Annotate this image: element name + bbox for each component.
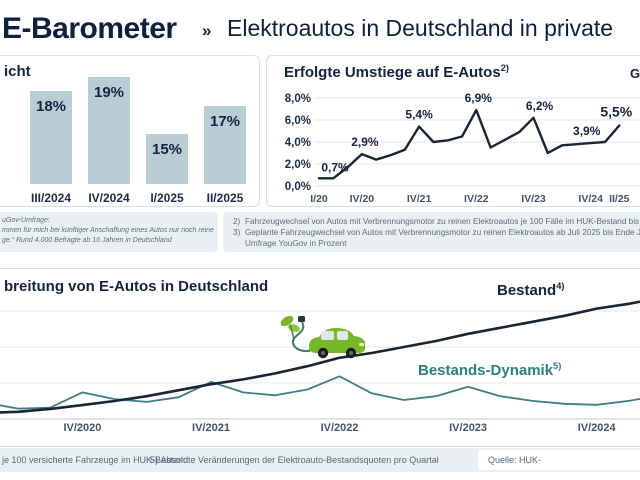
- x-tick-label: IV/23: [521, 193, 546, 205]
- data-point-label: 5,5%: [600, 104, 632, 120]
- bestand-label-sup: 4): [556, 281, 565, 291]
- footnote-text: Geplante Fahrzeugwechsel von Autos mit V…: [245, 228, 640, 237]
- footnote-line: ge.“ Rund 4.000 Befragte ab 16 Jahren in…: [2, 237, 172, 244]
- bestand-label-text: Bestand: [497, 282, 557, 299]
- x-tick-label: IV/2023: [449, 422, 487, 434]
- footnote-number: 3): [233, 228, 241, 237]
- dynamik-label-sup: 5): [553, 361, 562, 371]
- bar-I/2025: 15%: [146, 134, 188, 184]
- footnote-band-left: uGov-Umfrage: mmen für mich bei künftige…: [0, 212, 218, 252]
- x-tick-label: I/20: [310, 193, 328, 205]
- page-title: E-Barometer: [2, 12, 177, 45]
- bar-axis-label: II/2025: [206, 191, 244, 205]
- footnote-line: uGov-Umfrage:: [2, 217, 50, 224]
- verbreitung-panel: breitung von E-Autos in Deutschland IV/2…: [0, 268, 640, 447]
- y-tick-label: 0,0%: [285, 181, 311, 193]
- bar-axis-label: I/2025: [150, 191, 184, 205]
- footnote-line: mmen für mich bei künftiger Anschaffung …: [2, 227, 214, 234]
- x-tick-label: IV/2020: [63, 422, 101, 434]
- x-tick-label: IV/2024: [578, 422, 617, 434]
- bestand-line-chart: IV/2020 IV/2021 IV/2022 IV/2023 IV/2024: [0, 300, 640, 434]
- x-tick-label: IV/22: [464, 193, 489, 205]
- footnote-number: 2): [233, 217, 241, 226]
- bestand-line: [0, 300, 640, 414]
- footnote-number: 5): [150, 455, 159, 465]
- data-point-label: 6,2%: [526, 99, 554, 113]
- footnote-text: Absolute Veränderungen der Elektroauto-B…: [160, 455, 439, 465]
- y-tick-label: 2,0%: [285, 159, 311, 171]
- bar-value-label: 18%: [35, 98, 67, 115]
- data-point-label: 2,9%: [351, 135, 379, 149]
- umstiege-panel: Erfolgte Umstiege auf E-Autos2) G 0,0% 2,…: [266, 55, 640, 207]
- bar-value-label: 19%: [93, 84, 125, 101]
- x-tick-label: IV/2022: [321, 422, 359, 434]
- y-tick-label: 8,0%: [285, 93, 311, 105]
- data-point-label: 0,7%: [321, 160, 349, 174]
- x-tick-label: IV/20: [350, 193, 375, 205]
- umstiege-title-text: Erfolgte Umstiege auf E-Autos: [284, 64, 501, 81]
- chevrons-separator-icon: »: [202, 21, 212, 40]
- footnote-2-3: 2) Fahrzeugwechsel von Autos mit Verbrenn…: [233, 216, 640, 249]
- footnote-line: 3) Geplante Fahrzeugwechsel von Autos mit…: [233, 227, 640, 238]
- kaufabsicht-title-fragment: icht: [4, 63, 31, 80]
- kaufabsicht-bar-chart: 18% III/2024 19% IV/2024 15% I/2025 17% II/2025: [0, 56, 259, 206]
- umstiege-line-chart: 0,0% 2,0% 4,0% 6,0% 8,0% I/20 IV/20 IV/21 IV/22 I…: [285, 91, 640, 205]
- umstiege-line: [317, 108, 621, 180]
- bestand-label: Bestand4): [497, 281, 564, 299]
- page-subtitle: Elektroautos in Deutschland in private: [227, 15, 614, 41]
- footnote-line: 2) Fahrzeugwechsel von Autos mit Verbrenn…: [233, 216, 640, 227]
- footer-note-4: je 100 versicherte Fahrzeuge im HUK-Best…: [2, 455, 189, 465]
- ev-car-icon: [280, 315, 365, 359]
- x-tick-label: II/25: [609, 193, 630, 205]
- bar-III/2024: 18%: [30, 91, 72, 184]
- x-tick-label: IV/2021: [192, 422, 230, 434]
- data-point-label: 6,9%: [465, 91, 493, 105]
- umstiege-title-sup: 2): [500, 63, 509, 73]
- y-tick-label: 4,0%: [285, 137, 311, 149]
- partial-letter-glyph: G: [630, 66, 640, 81]
- footnote-text: Fahrzeugwechsel von Autos mit Verbrennun…: [245, 217, 640, 226]
- dynamik-line: [0, 375, 640, 410]
- verbreitung-title-fragment: breitung von E-Autos in Deutschland: [4, 278, 269, 295]
- bar-IV/2024: 19%: [88, 77, 130, 184]
- bar-axis-label: IV/2024: [88, 191, 130, 205]
- bar-II/2025: 17%: [204, 106, 246, 184]
- data-point-label: 5,4%: [405, 108, 433, 122]
- x-tick-label: IV/21: [407, 193, 432, 205]
- footer-note-5: 5) Absolute Veränderungen der Elektroaut…: [150, 455, 439, 465]
- source-box: Quelle: HUK-: [478, 450, 640, 470]
- y-tick-label: 6,0%: [285, 115, 311, 127]
- bar-value-label: 17%: [209, 113, 241, 130]
- footnote-text: Umfrage YouGov in Prozent: [245, 239, 347, 248]
- footnote-yougov: uGov-Umfrage: mmen für mich bei künftige…: [2, 216, 214, 246]
- source-text: Quelle: HUK-: [488, 455, 542, 465]
- bar-value-label: 15%: [151, 141, 183, 158]
- data-point-label: 3,9%: [573, 124, 601, 138]
- bar-axis-label: III/2024: [30, 191, 72, 205]
- dynamik-label-text: Bestands-Dynamik: [418, 362, 554, 379]
- kaufabsicht-panel: icht 18% III/2024 19% IV/2024 15% I/2025 17% II…: [0, 55, 260, 207]
- x-tick-label: IV/24: [578, 193, 603, 205]
- footnote-band-right: 2) Fahrzeugwechsel von Autos mit Verbrenn…: [223, 212, 640, 252]
- source-footer-band: je 100 versicherte Fahrzeuge im HUK-Best…: [0, 448, 640, 472]
- umstiege-title: Erfolgte Umstiege auf E-Autos2): [284, 63, 509, 81]
- dynamik-label: Bestands-Dynamik5): [418, 361, 561, 379]
